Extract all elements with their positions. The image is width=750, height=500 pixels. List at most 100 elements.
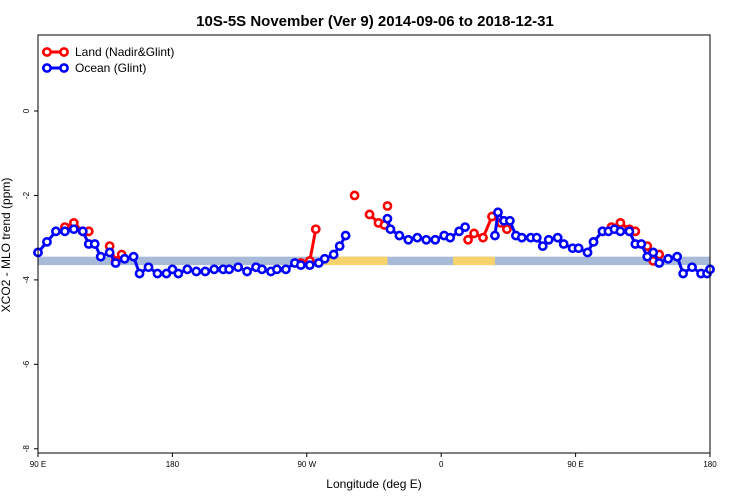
data-point (280, 264, 291, 275)
data-point (134, 268, 145, 279)
land-band-segment (321, 256, 388, 266)
legend: Land (Nadir&Glint) Ocean (Glint) (42, 45, 174, 75)
data-point (59, 226, 70, 237)
data-point (319, 253, 330, 264)
y-tick-label: -8 (22, 445, 31, 453)
data-point (152, 268, 163, 279)
data-point (624, 226, 635, 237)
data-point (403, 234, 414, 245)
y-axis-ticks: 0 -2 -4 -6 -8 (22, 108, 38, 452)
data-point (460, 222, 470, 233)
data-point (104, 247, 115, 258)
x-axis-ticks: 90 E 180 90 W 0 90 E 180 (30, 453, 717, 469)
y-tick-label: -4 (22, 276, 31, 284)
data-point (119, 253, 130, 264)
data-point (654, 258, 665, 268)
legend-label: Ocean (Glint) (75, 61, 146, 75)
x-tick-label: 90 E (567, 460, 583, 469)
x-tick-label: 90 W (297, 460, 316, 469)
legend-marker (42, 47, 52, 57)
data-point (478, 232, 488, 243)
data-point (469, 228, 479, 239)
data-point (51, 226, 61, 237)
data-point (334, 241, 345, 252)
data-point (77, 226, 88, 237)
legend-label: Land (Nadir&Glint) (75, 45, 174, 59)
data-point (615, 226, 626, 237)
data-point (382, 213, 393, 224)
data-point (233, 262, 244, 273)
legend-marker (42, 63, 52, 73)
data-point (89, 239, 100, 249)
legend-marker (59, 63, 69, 73)
y-tick-label: 0 (22, 108, 31, 113)
data-point (394, 230, 405, 241)
land-band-segment (453, 256, 495, 266)
data-point (200, 266, 211, 277)
data-point (516, 232, 527, 243)
legend-item: Land (Nadir&Glint) (42, 45, 174, 59)
data-point (68, 224, 79, 235)
data-point (42, 236, 52, 247)
data-point (110, 258, 121, 268)
data-point (385, 224, 396, 235)
data-point (552, 232, 563, 243)
data-point (224, 264, 235, 275)
land-ocean-band (38, 256, 710, 266)
chart-title: 10S-5S November (Ver 9) 2014-09-06 to 20… (196, 13, 554, 30)
data-point (173, 268, 184, 279)
data-point (182, 264, 193, 275)
data-point (340, 230, 351, 241)
series-ocean (33, 207, 715, 279)
data-point (272, 264, 282, 275)
y-tick-label: -2 (22, 191, 31, 199)
data-point (663, 253, 674, 264)
x-tick-label: 180 (703, 460, 717, 469)
data-point (430, 234, 441, 245)
data-point (537, 241, 548, 252)
data-point (687, 262, 697, 273)
data-point (531, 232, 542, 243)
data-point (128, 251, 139, 262)
data-point (502, 224, 512, 235)
data-point (543, 234, 554, 245)
data-point (382, 201, 393, 211)
x-tick-label: 0 (439, 460, 444, 469)
legend-marker (59, 47, 69, 57)
data-point (209, 264, 220, 275)
y-tick-label: -6 (22, 360, 31, 368)
data-point (143, 262, 154, 273)
y-axis-label: XCO2 - MLO trend (ppm) (0, 178, 13, 313)
data-point (648, 247, 659, 258)
data-point (349, 190, 360, 201)
data-point (257, 264, 267, 275)
data-point (95, 251, 106, 262)
data-point (636, 239, 647, 249)
x-tick-label: 90 E (30, 460, 46, 469)
series-land (59, 190, 665, 268)
data-point (582, 247, 593, 258)
data-point (412, 232, 423, 243)
data-point (310, 224, 321, 235)
data-point (490, 230, 500, 241)
plot-frame (37, 34, 711, 454)
data-point (463, 234, 473, 245)
data-point (295, 260, 306, 271)
data-point (678, 268, 689, 279)
data-point (672, 251, 683, 262)
data-point (615, 217, 626, 228)
data-point (573, 243, 584, 254)
data-point (421, 234, 432, 245)
legend-item: Ocean (Glint) (42, 61, 146, 75)
data-point (242, 266, 252, 277)
x-axis-label: Longitude (deg E) (326, 477, 421, 491)
data-point (493, 207, 503, 218)
data-point (328, 249, 339, 260)
data-point (558, 239, 569, 249)
series-layer (33, 190, 715, 279)
data-point (504, 215, 515, 226)
data-point (588, 236, 599, 247)
data-point (191, 266, 202, 277)
data-point (304, 260, 315, 271)
